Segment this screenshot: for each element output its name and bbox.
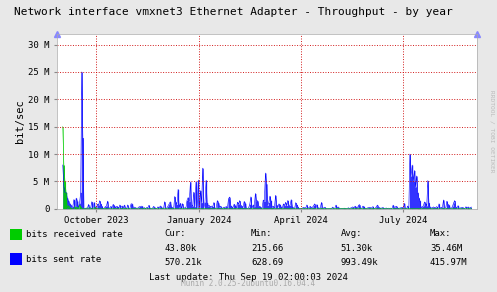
Text: bits received rate: bits received rate (26, 230, 123, 239)
Text: 993.49k: 993.49k (340, 258, 378, 267)
Text: Last update: Thu Sep 19 02:00:03 2024: Last update: Thu Sep 19 02:00:03 2024 (149, 273, 348, 282)
Text: Cur:: Cur: (164, 229, 185, 238)
Text: 415.97M: 415.97M (430, 258, 468, 267)
Text: 628.69: 628.69 (251, 258, 283, 267)
Text: Network interface vmxnet3 Ethernet Adapter - Throughput - by year: Network interface vmxnet3 Ethernet Adapt… (14, 7, 453, 17)
Text: 51.30k: 51.30k (340, 244, 373, 253)
Text: RRDTOOL / TOBI OETIKER: RRDTOOL / TOBI OETIKER (490, 90, 495, 173)
Text: 570.21k: 570.21k (164, 258, 202, 267)
Text: bits sent rate: bits sent rate (26, 255, 101, 264)
Text: 215.66: 215.66 (251, 244, 283, 253)
Y-axis label: bit/sec: bit/sec (15, 99, 25, 143)
Text: Max:: Max: (430, 229, 451, 238)
Text: 35.46M: 35.46M (430, 244, 462, 253)
Text: Min:: Min: (251, 229, 272, 238)
Text: 43.80k: 43.80k (164, 244, 196, 253)
Text: Avg:: Avg: (340, 229, 362, 238)
Text: Munin 2.0.25-2ubuntu0.16.04.4: Munin 2.0.25-2ubuntu0.16.04.4 (181, 279, 316, 288)
